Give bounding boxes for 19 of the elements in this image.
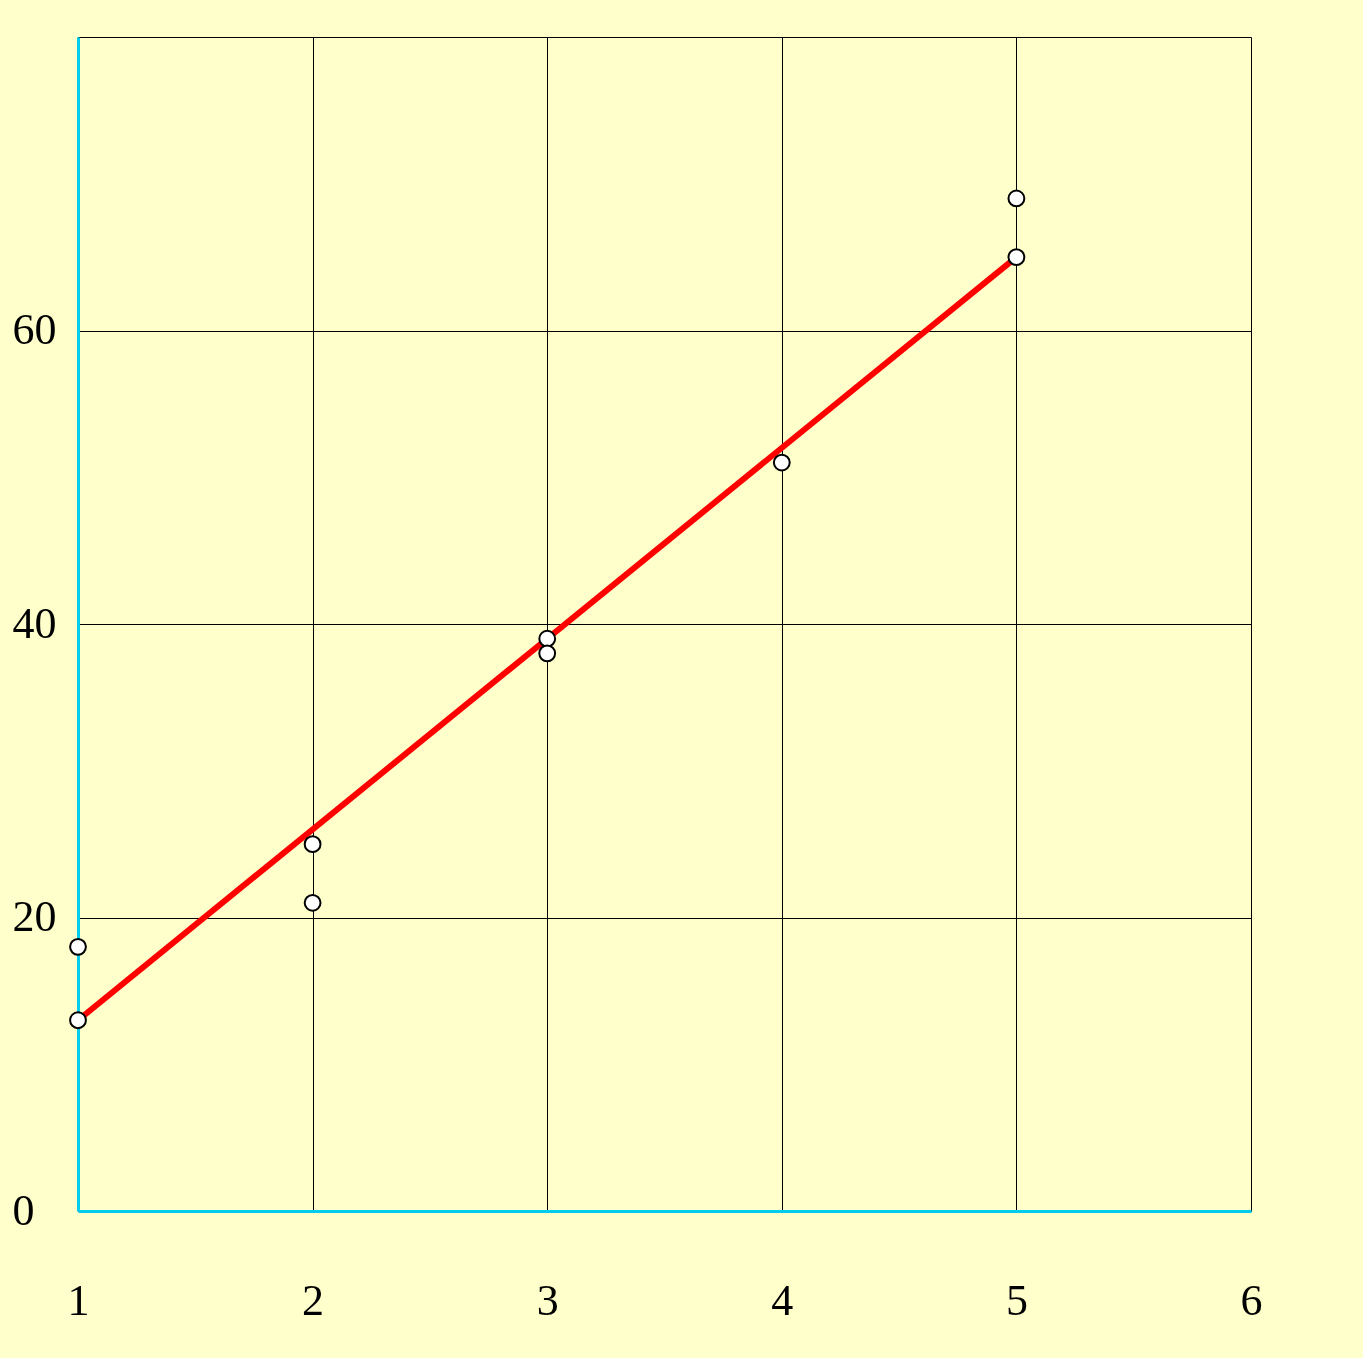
point bbox=[69, 937, 87, 956]
point bbox=[772, 453, 791, 472]
x-tick-label: 3 bbox=[536, 1275, 559, 1325]
y-tick-label: 60 bbox=[12, 305, 57, 354]
x-tick-label: 2 bbox=[302, 1275, 325, 1325]
point bbox=[1007, 189, 1026, 208]
point bbox=[1007, 248, 1026, 267]
point bbox=[538, 629, 557, 648]
y-tick-label: 20 bbox=[12, 892, 57, 941]
point bbox=[538, 644, 557, 663]
point bbox=[69, 1011, 87, 1030]
y-tick-label: 0 bbox=[12, 1185, 35, 1235]
x-tick-label: 4 bbox=[771, 1275, 794, 1325]
x-tick-label: 6 bbox=[1240, 1275, 1263, 1325]
x-tick-label: 1 bbox=[67, 1275, 90, 1325]
x-tick-label: 5 bbox=[1005, 1275, 1028, 1325]
y-tick-label: 40 bbox=[12, 598, 57, 648]
point bbox=[303, 835, 322, 854]
point bbox=[303, 893, 322, 912]
